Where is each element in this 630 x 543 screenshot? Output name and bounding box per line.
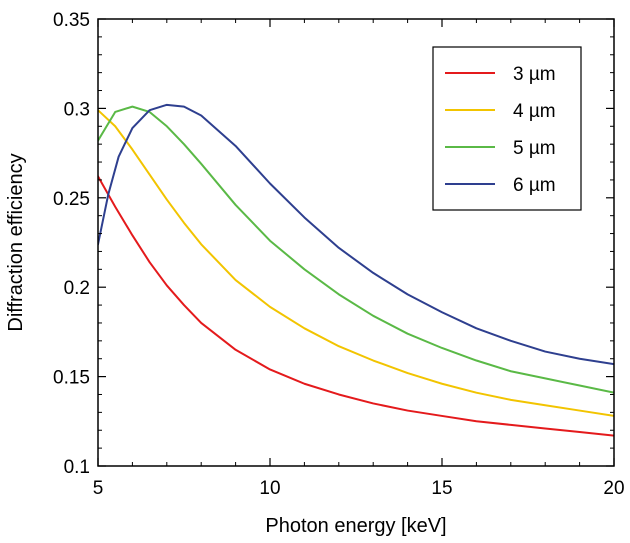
- legend-label-1: 3 µm: [513, 64, 556, 85]
- series-line-2: [98, 109, 614, 417]
- x-axis-title: Photon energy [keV]: [265, 515, 446, 537]
- y-tick-label: 0.3: [64, 99, 90, 120]
- x-tick-label: 5: [93, 478, 104, 499]
- x-tick-label: 15: [431, 478, 452, 499]
- legend-label-3: 5 µm: [513, 138, 556, 159]
- series-line-1: [98, 175, 614, 437]
- x-tick-label: 10: [259, 478, 280, 499]
- series-line-4: [98, 103, 614, 366]
- y-axis-title: Diffraction efficiency: [5, 153, 27, 331]
- y-tick-label: 0.1: [64, 457, 90, 478]
- y-tick-label: 0.35: [53, 10, 90, 31]
- legend-box: [432, 46, 582, 211]
- y-tick-label: 0.15: [53, 368, 90, 389]
- y-tick-label: 0.2: [64, 278, 90, 299]
- axis-ticks: [97, 18, 615, 467]
- plot-frame: [97, 18, 615, 467]
- y-tick-label: 0.25: [53, 189, 90, 210]
- legend-label-4: 6 µm: [513, 175, 556, 196]
- legend: 3 µm 4 µm 5 µm 6 µm: [432, 46, 582, 211]
- x-tick-label: 20: [603, 478, 624, 499]
- legend-label-2: 4 µm: [513, 101, 556, 122]
- series-line-3: [98, 105, 614, 394]
- axis-tick-labels: 5 10 15 20 0.1 0.15 0.2 0.25 0.3 0.35: [53, 10, 625, 499]
